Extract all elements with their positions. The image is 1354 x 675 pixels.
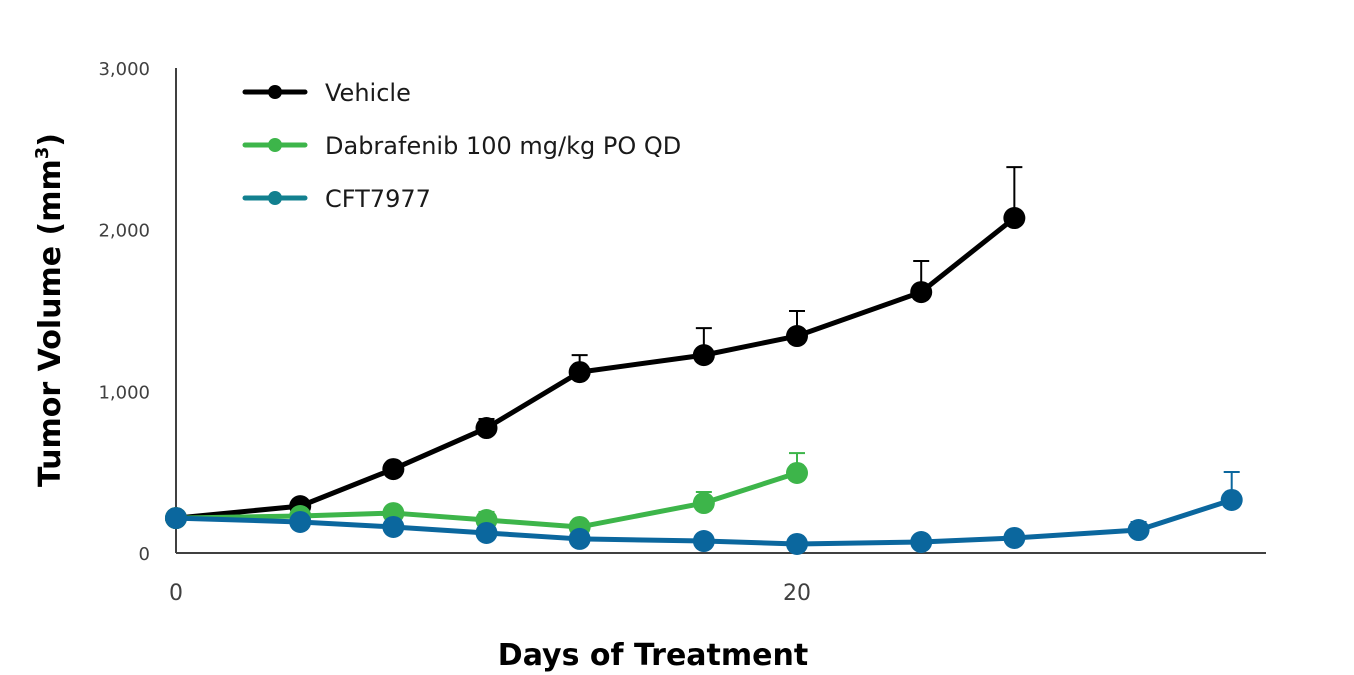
series-layer bbox=[165, 166, 1243, 555]
y-tick-label: 2,000 bbox=[98, 221, 150, 242]
legend-label: Vehicle bbox=[325, 79, 411, 107]
legend-swatch-marker bbox=[268, 85, 282, 99]
data-point bbox=[1003, 207, 1026, 230]
x-tick-label: 20 bbox=[783, 581, 811, 606]
data-point bbox=[382, 458, 405, 481]
legend-label: Dabrafenib 100 mg/kg PO QD bbox=[325, 132, 681, 160]
data-point bbox=[910, 281, 933, 304]
y-tick-label: 3,000 bbox=[98, 59, 150, 80]
y-axis-title-superscript: 3 bbox=[32, 147, 53, 160]
data-point bbox=[1003, 526, 1026, 549]
data-point bbox=[910, 531, 933, 554]
data-point bbox=[692, 530, 715, 553]
legend-item: Vehicle bbox=[242, 79, 411, 107]
y-tick-label: 1,000 bbox=[98, 382, 150, 403]
x-tick-label: 0 bbox=[169, 581, 183, 606]
legend-label: CFT7977 bbox=[325, 185, 431, 213]
series-line bbox=[175, 216, 1016, 521]
data-point bbox=[1127, 519, 1150, 542]
legend-swatch-marker bbox=[268, 138, 282, 152]
y-axis-title-suffix: ) bbox=[33, 133, 68, 147]
data-point bbox=[382, 515, 405, 538]
y-axis-title-main: Tumor Volume (mm bbox=[33, 159, 68, 487]
data-point bbox=[692, 492, 715, 515]
y-axis-title: Tumor Volume (mm3) bbox=[32, 133, 68, 487]
legend-swatch-marker bbox=[268, 191, 282, 205]
x-tick-labels: 0 20 bbox=[169, 581, 811, 606]
data-point bbox=[692, 344, 715, 367]
series-cft7977 bbox=[165, 471, 1243, 555]
data-point bbox=[1220, 488, 1243, 511]
legend-item: CFT7977 bbox=[242, 185, 431, 213]
data-point bbox=[165, 507, 187, 530]
x-axis-title: Days of Treatment bbox=[498, 638, 808, 673]
data-point bbox=[568, 361, 591, 384]
legend-item: Dabrafenib 100 mg/kg PO QD bbox=[242, 132, 681, 160]
data-point bbox=[786, 532, 808, 555]
data-point bbox=[786, 461, 808, 484]
data-point bbox=[475, 417, 498, 440]
legend: Vehicle Dabrafenib 100 mg/kg PO QD CFT7977 bbox=[242, 79, 681, 213]
data-point bbox=[568, 527, 591, 550]
data-point bbox=[786, 325, 808, 348]
data-point bbox=[475, 521, 498, 544]
y-tick-labels: 0 1,000 2,000 3,000 bbox=[98, 59, 150, 565]
series-vehicle bbox=[165, 166, 1026, 530]
axes bbox=[175, 68, 1266, 554]
y-tick-label: 0 bbox=[139, 544, 150, 565]
data-point bbox=[289, 510, 312, 533]
